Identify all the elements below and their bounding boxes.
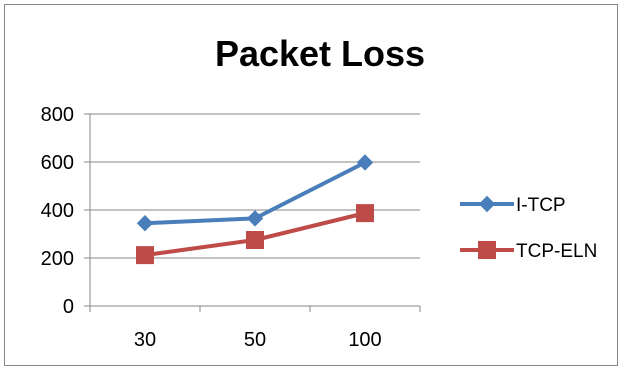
y-tick-label: 800 [41,104,74,126]
series-group [136,154,374,265]
data-point-tcp-eln [246,231,264,249]
x-tick-label: 30 [134,329,156,351]
y-tick-label: 200 [41,248,74,270]
legend-label: I-TCP [516,195,566,216]
chart-title: Packet Loss [215,33,425,74]
y-tick-label: 0 [63,296,74,318]
x-tick-label: 50 [244,329,266,351]
data-point-tcp-eln [356,204,374,223]
y-tick-label: 600 [41,152,74,174]
x-tick-label: 100 [348,329,381,351]
y-tick-label: 400 [41,200,74,222]
legend: I-TCP TCP-ELN [460,195,597,262]
data-point-i-tcp [246,210,264,227]
legend-marker [478,241,496,259]
y-axis-ticks: 0 200 400 600 800 [41,104,74,318]
x-axis-ticks: 30 50 100 [134,329,382,351]
data-point-i-tcp [136,214,154,232]
data-point-tcp-eln [136,246,154,265]
legend-marker [478,195,496,213]
legend-label: TCP-ELN [516,241,597,262]
axes [84,113,421,312]
data-point-i-tcp [356,154,374,171]
